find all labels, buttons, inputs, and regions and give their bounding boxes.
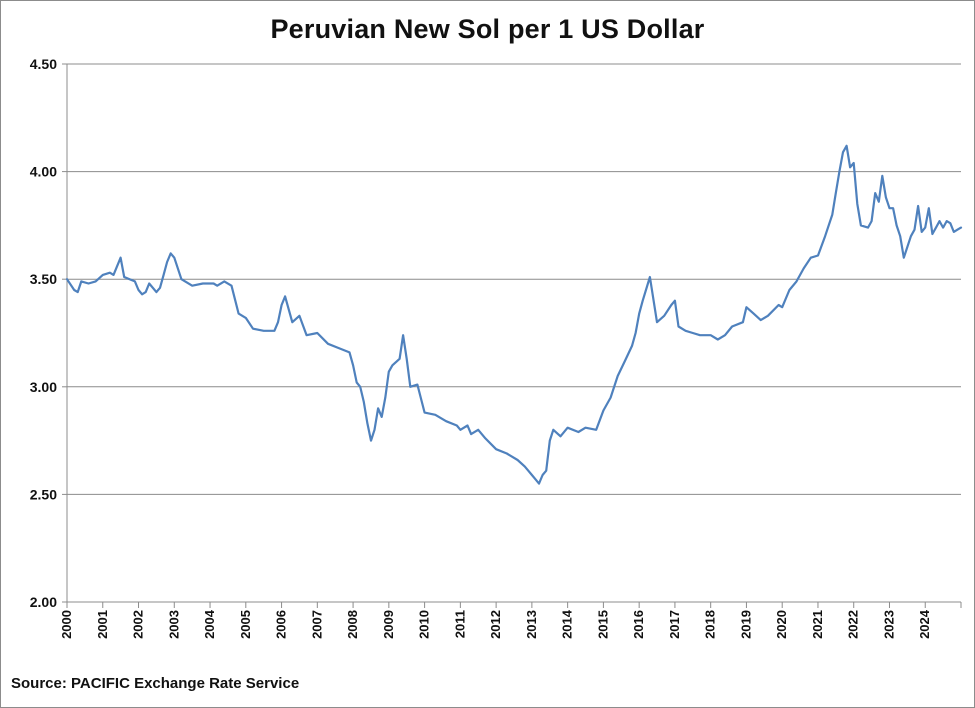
x-tick-label: 2012 — [488, 610, 503, 639]
x-tick-label: 2000 — [59, 610, 74, 639]
source-note: Source: PACIFIC Exchange Rate Service — [11, 675, 300, 692]
x-tick-label: 2020 — [774, 610, 789, 639]
x-tick-label: 2010 — [417, 610, 432, 639]
gridlines — [67, 63, 961, 495]
x-tick-label: 2022 — [846, 610, 861, 639]
x-axis-ticks: 2000 2001 2002 2003 2004 2005 2006 2007 2008 2009… — [59, 602, 962, 639]
y-tick-label: 2.00 — [30, 594, 57, 610]
chart-title: Peruvian New Sol per 1 US Dollar — [270, 14, 705, 44]
y-tick-label: 2.50 — [30, 486, 57, 502]
x-tick-label: 2001 — [95, 610, 110, 639]
x-tick-label: 2007 — [309, 610, 324, 639]
x-tick-label: 2009 — [381, 610, 396, 639]
x-tick-label: 2021 — [810, 610, 825, 639]
x-tick-label: 2002 — [131, 610, 146, 639]
x-tick-label: 2008 — [345, 610, 360, 639]
x-tick-label: 2013 — [524, 610, 539, 639]
y-tick-label: 3.50 — [30, 271, 57, 287]
x-tick-label: 2016 — [631, 610, 646, 639]
x-tick-label: 2003 — [166, 610, 181, 639]
axes — [66, 64, 961, 603]
x-tick-label: 2004 — [202, 609, 217, 639]
y-axis-ticks: 4.50 4.00 3.50 3.00 2.50 2.00 — [30, 56, 67, 610]
x-tick-label: 2023 — [881, 610, 896, 639]
x-tick-label: 2015 — [595, 610, 610, 639]
y-tick-label: 4.50 — [30, 56, 57, 72]
x-tick-label: 2018 — [703, 610, 718, 639]
x-tick-label: 2006 — [274, 610, 289, 639]
x-tick-label: 2019 — [738, 610, 753, 639]
x-tick-label: 2014 — [560, 609, 575, 639]
x-tick-label: 2017 — [667, 610, 682, 639]
series-line — [65, 144, 963, 485]
x-tick-label: 2024 — [917, 609, 932, 639]
x-tick-label: 2011 — [452, 610, 467, 638]
y-tick-label: 3.00 — [30, 379, 57, 395]
y-tick-label: 4.00 — [30, 164, 57, 180]
series-lines — [65, 144, 963, 485]
x-tick-label: 2005 — [238, 610, 253, 639]
